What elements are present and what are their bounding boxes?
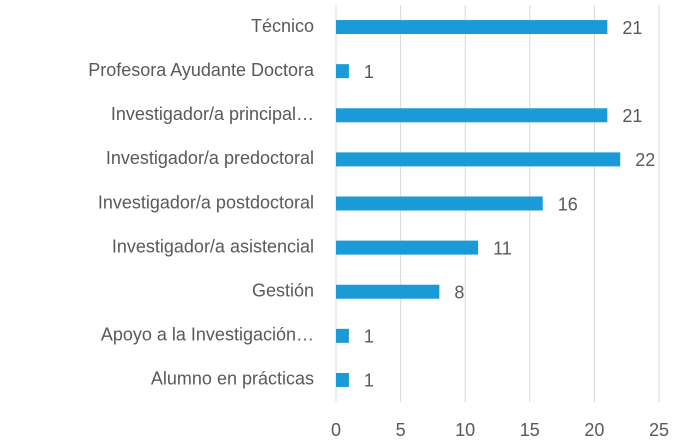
y-tick-label: Profesora Ayudante Doctora (88, 60, 315, 80)
y-tick-label: Investigador/a predoctoral (106, 148, 314, 168)
data-label: 1 (364, 62, 374, 82)
data-label: 16 (558, 194, 578, 214)
y-tick-label: Alumno en prácticas (151, 369, 314, 389)
bar (336, 64, 349, 79)
data-label: 21 (622, 18, 642, 38)
data-label: 22 (635, 150, 655, 170)
y-tick-label: Técnico (251, 16, 314, 36)
bar (336, 20, 608, 35)
data-label: 21 (622, 106, 642, 126)
data-label: 8 (454, 282, 464, 302)
bar (336, 240, 479, 255)
data-label: 11 (493, 238, 512, 258)
y-tick-label: Apoyo a la Investigación… (101, 325, 314, 345)
bar (336, 108, 608, 123)
y-tick-label: Investigador/a postdoctoral (98, 192, 314, 212)
y-tick-label: Investigador/a asistencial (112, 236, 314, 256)
x-tick-label: 10 (455, 420, 475, 440)
x-tick-label: 15 (520, 420, 540, 440)
bar (336, 152, 621, 167)
x-tick-label: 20 (584, 420, 604, 440)
bar (336, 328, 349, 343)
bar (336, 284, 440, 299)
x-tick-label: 25 (649, 420, 669, 440)
y-tick-label: Gestión (252, 280, 314, 300)
data-label: 1 (364, 327, 374, 347)
x-tick-label: 5 (396, 420, 406, 440)
bar (336, 372, 349, 387)
bar (336, 196, 543, 211)
x-tick-label: 0 (331, 420, 341, 440)
y-tick-label: Investigador/a principal… (111, 104, 314, 124)
data-label: 1 (364, 371, 374, 391)
